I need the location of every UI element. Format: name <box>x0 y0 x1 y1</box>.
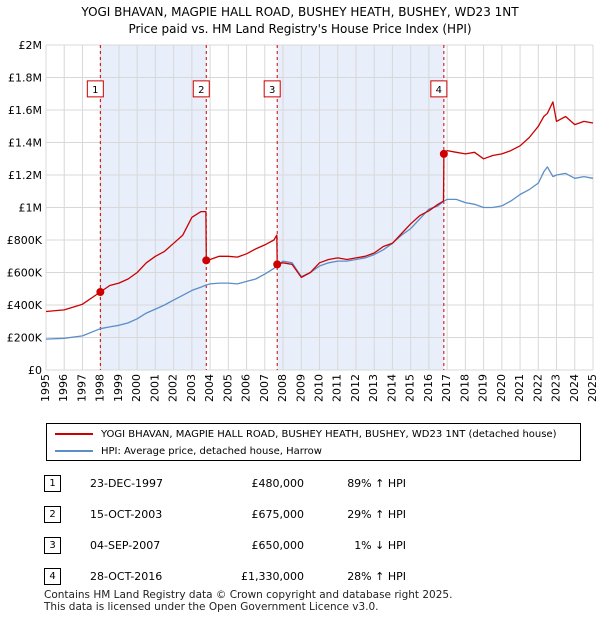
sale-label-number: 4 <box>436 85 442 96</box>
x-tick-label: 2003 <box>185 374 198 402</box>
y-tick-label: £1.4M <box>8 137 42 150</box>
x-tick-label: 1996 <box>57 374 70 402</box>
property-price-line <box>45 101 594 313</box>
sale-label-box <box>430 80 448 98</box>
x-tick-label: 2017 <box>440 374 453 402</box>
y-tick-label: £400K <box>7 299 43 312</box>
x-tick-label: 2010 <box>313 374 326 402</box>
x-tick-label: 2000 <box>130 374 143 402</box>
legend-item-property: YOGI BHAVAN, MAGPIE HALL ROAD, BUSHEY HE… <box>55 428 557 442</box>
chart-title: YOGI BHAVAN, MAGPIE HALL ROAD, BUSHEY HE… <box>80 5 519 19</box>
sale-label-number: 1 <box>92 85 98 96</box>
sale-row: 2 15-OCT-2003 £675,000 29% ↑ HPI <box>44 504 406 524</box>
legend-item-hpi: HPI: Average price, detached house, Harr… <box>55 445 322 459</box>
y-tick-label: £0 <box>28 364 42 377</box>
sale-price: £675,000 <box>251 508 305 521</box>
x-tick-label: 2001 <box>148 374 161 402</box>
x-tick-label: 2025 <box>586 374 599 402</box>
chart-legend: YOGI BHAVAN, MAGPIE HALL ROAD, BUSHEY HE… <box>46 423 581 461</box>
x-tick-label: 2006 <box>240 374 253 402</box>
sale-label-number: 3 <box>269 85 275 96</box>
sale-hpi-change: 28% ↑ HPI <box>347 570 406 583</box>
sale-number-badge: 3 <box>44 537 61 554</box>
sale-price: £1,330,000 <box>241 570 304 583</box>
sale-hpi-change: 89% ↑ HPI <box>347 477 406 490</box>
sale-point <box>439 149 448 158</box>
sale-date: 28-OCT-2016 <box>90 570 163 583</box>
x-tick-label: 1995 <box>39 374 52 402</box>
footer-licence: This data is licensed under the Open Gov… <box>44 601 379 613</box>
x-tick-label: 2009 <box>294 374 307 402</box>
sale-number-badge: 4 <box>44 568 61 585</box>
sale-price: £480,000 <box>251 477 305 490</box>
sale-number-badge: 2 <box>44 506 61 523</box>
sale-hpi-change: 29% ↑ HPI <box>347 508 406 521</box>
sale-date: 23-DEC-1997 <box>90 477 164 490</box>
sale-hpi-change: 1% ↓ HPI <box>354 539 406 552</box>
x-tick-label: 1997 <box>75 374 88 402</box>
x-tick-label: 1999 <box>112 374 125 402</box>
y-tick-label: £1.8M <box>8 72 42 85</box>
sale-row: 4 28-OCT-2016 £1,330,000 28% ↑ HPI <box>44 566 406 586</box>
x-tick-label: 2021 <box>513 374 526 402</box>
sale-price: £650,000 <box>251 539 305 552</box>
x-tick-label: 1998 <box>94 374 107 402</box>
legend-swatch-property <box>55 433 93 435</box>
sale-point <box>96 288 105 296</box>
sale-label-box <box>86 80 104 98</box>
x-tick-label: 2020 <box>495 374 508 402</box>
x-tick-label: 2011 <box>331 374 344 402</box>
x-tick-label: 2018 <box>458 374 471 402</box>
x-tick-label: 2015 <box>404 374 417 402</box>
sale-label-box <box>263 80 281 98</box>
y-tick-label: £600K <box>7 267 43 280</box>
y-tick-label: £2M <box>19 39 43 52</box>
x-tick-label: 2012 <box>349 374 362 402</box>
y-tick-label: £200K <box>7 332 43 345</box>
sale-row: 3 04-SEP-2007 £650,000 1% ↓ HPI <box>44 535 406 555</box>
legend-label-hpi: HPI: Average price, detached house, Harr… <box>101 446 322 457</box>
sale-date: 04-SEP-2007 <box>90 539 161 552</box>
sale-point <box>202 256 211 265</box>
x-tick-label: 2004 <box>203 374 216 402</box>
footer-copyright: Contains HM Land Registry data © Crown c… <box>44 589 453 601</box>
hpi-line <box>45 166 594 340</box>
x-tick-label: 2002 <box>167 374 180 402</box>
y-tick-label: £1.6M <box>8 104 42 117</box>
y-tick-label: £1M <box>19 202 43 215</box>
sale-label-box <box>192 80 210 98</box>
chart-subtitle: Price paid vs. HM Land Registry's House … <box>128 22 471 36</box>
x-tick-label: 2008 <box>276 374 289 402</box>
y-tick-label: £800K <box>7 234 43 247</box>
y-tick-label: £1.2M <box>8 169 42 182</box>
x-tick-label: 2007 <box>258 374 271 402</box>
x-tick-label: 2022 <box>531 374 544 402</box>
x-tick-label: 2013 <box>367 374 380 402</box>
x-tick-label: 2016 <box>422 374 435 402</box>
x-tick-label: 2005 <box>221 374 234 402</box>
sale-row: 1 23-DEC-1997 £480,000 89% ↑ HPI <box>44 473 406 493</box>
x-tick-label: 2014 <box>385 374 398 402</box>
sale-date: 15-OCT-2003 <box>90 508 163 521</box>
x-tick-label: 2024 <box>568 374 581 402</box>
x-tick-label: 2019 <box>477 374 490 402</box>
legend-swatch-hpi <box>55 450 93 452</box>
price-chart: YOGI BHAVAN, MAGPIE HALL ROAD, BUSHEY HE… <box>7 5 599 402</box>
sale-label-number: 2 <box>198 85 204 96</box>
sale-point <box>273 260 282 269</box>
x-tick-label: 2023 <box>550 374 563 402</box>
sale-number-badge: 1 <box>44 475 61 492</box>
legend-label-property: YOGI BHAVAN, MAGPIE HALL ROAD, BUSHEY HE… <box>101 429 557 440</box>
footer: Contains HM Land Registry data © Crown c… <box>44 589 452 613</box>
